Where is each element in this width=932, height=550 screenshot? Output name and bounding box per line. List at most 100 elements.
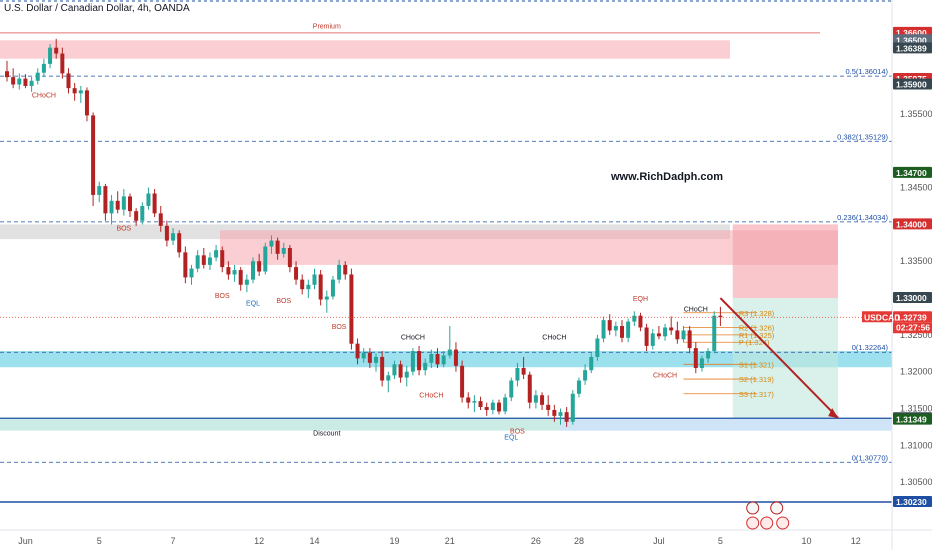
structure-label: BOS bbox=[510, 429, 525, 436]
candle-body bbox=[78, 90, 83, 94]
time-axis-bg bbox=[0, 530, 932, 550]
fib-layer: 0.5(1.36014) 0.382(1.35129) 0.236(1.34034)… bbox=[0, 67, 892, 503]
candle-body bbox=[134, 211, 139, 221]
y-tick-label: 1.35500 bbox=[900, 109, 932, 119]
candle-body bbox=[650, 333, 655, 346]
y-tick-label: 1.31000 bbox=[900, 440, 932, 450]
price-tag-text: 1.34700 bbox=[896, 168, 927, 178]
candle-body bbox=[490, 402, 495, 410]
fib-label: 0.382(1.35129) bbox=[837, 132, 888, 141]
candle-body bbox=[281, 247, 286, 254]
y-tick-label: 1.32500 bbox=[900, 330, 932, 340]
candle-body bbox=[238, 270, 243, 285]
candle-body bbox=[429, 354, 434, 363]
structure-label: EQH bbox=[633, 296, 648, 303]
candle-body bbox=[109, 200, 114, 214]
price-tag-text: 1.31349 bbox=[896, 415, 927, 425]
candle-body bbox=[404, 371, 409, 378]
price-tag bbox=[893, 166, 932, 178]
structure-label: CHoCH bbox=[419, 392, 443, 399]
candle-body bbox=[220, 250, 225, 268]
structure-label: BOS bbox=[116, 225, 131, 232]
event-flag-icon bbox=[760, 516, 774, 530]
takeprofit-box bbox=[732, 298, 838, 419]
pivot-label: P (1.324) bbox=[739, 338, 770, 347]
candle-body bbox=[251, 261, 255, 280]
event-flag-icon bbox=[776, 516, 790, 530]
candle-body bbox=[312, 274, 317, 285]
candle-body bbox=[546, 404, 551, 410]
candle-body bbox=[343, 264, 348, 275]
pivot-label: R2 (1.326) bbox=[739, 323, 775, 332]
us-flag-icon bbox=[746, 501, 760, 515]
candle-body bbox=[60, 53, 65, 74]
candle-body bbox=[675, 330, 680, 340]
candle-body bbox=[601, 320, 606, 339]
structure-label: BOS bbox=[215, 293, 230, 300]
structure-label: CHoCH bbox=[684, 306, 708, 313]
candle-body bbox=[423, 362, 428, 371]
countdown-tag-text: 02:27:56 bbox=[896, 322, 930, 332]
candle-body bbox=[644, 327, 649, 346]
candle-body bbox=[626, 321, 631, 338]
candle-body bbox=[207, 257, 212, 265]
y-tick-label: 1.30500 bbox=[900, 477, 932, 487]
pivot-label: R3 (1.328) bbox=[739, 309, 775, 318]
candle-body bbox=[374, 356, 378, 363]
y-tick-label: 1.33500 bbox=[900, 256, 932, 266]
candle-body bbox=[417, 351, 422, 371]
projection-arrowhead bbox=[828, 408, 839, 419]
candle-body bbox=[330, 279, 335, 297]
y-tick-label: 1.31500 bbox=[900, 403, 932, 413]
candle-body bbox=[669, 327, 674, 331]
candle-body bbox=[146, 193, 151, 206]
stoploss-box bbox=[732, 224, 838, 299]
candle-body bbox=[478, 401, 483, 408]
x-tick-label: 12 bbox=[851, 536, 861, 546]
candle-body bbox=[164, 225, 169, 241]
candle-body bbox=[509, 380, 514, 398]
countdown-tag bbox=[893, 322, 932, 334]
candle-body bbox=[435, 354, 440, 365]
price-tag bbox=[893, 218, 932, 230]
candle-body bbox=[269, 240, 274, 247]
candle-body bbox=[503, 397, 508, 412]
candle-body bbox=[472, 401, 477, 403]
candle-body bbox=[275, 240, 280, 254]
candle-body bbox=[5, 71, 9, 78]
candle-body bbox=[195, 255, 200, 269]
candle-body bbox=[349, 274, 354, 344]
candle-body bbox=[497, 402, 501, 412]
x-tick-label: 19 bbox=[389, 536, 399, 546]
symbol-tag bbox=[862, 311, 892, 323]
candle-body bbox=[226, 267, 231, 275]
candle-body bbox=[693, 348, 698, 368]
price-tag bbox=[893, 292, 932, 304]
candle-body bbox=[367, 352, 372, 363]
price-tag-text: 1.36389 bbox=[896, 43, 927, 53]
candle-body bbox=[294, 267, 299, 280]
candle-body bbox=[355, 343, 360, 359]
candle-body bbox=[460, 365, 465, 398]
price-tag-text: 1.35900 bbox=[896, 79, 927, 89]
structure-label: EQL bbox=[504, 434, 518, 441]
candle-body bbox=[638, 315, 643, 328]
candle-body bbox=[337, 264, 342, 280]
pivot-label: S3 (1.317) bbox=[739, 390, 775, 399]
candle-body bbox=[183, 252, 188, 278]
price-tag-text: 1.30230 bbox=[896, 497, 927, 507]
candle-body bbox=[300, 279, 305, 290]
candle-body bbox=[72, 88, 77, 94]
price-tag bbox=[893, 413, 932, 425]
candle-body bbox=[287, 247, 292, 268]
candle-body bbox=[263, 246, 268, 272]
fib-label: 0(1.32264) bbox=[852, 343, 889, 352]
candle-body bbox=[324, 296, 329, 300]
candle-body bbox=[533, 395, 538, 403]
structure-label: CHoCH bbox=[401, 334, 425, 341]
candle-body bbox=[718, 315, 723, 318]
zone-band bbox=[0, 351, 892, 368]
us-flag-icon bbox=[770, 501, 784, 515]
candle-body bbox=[447, 349, 452, 356]
